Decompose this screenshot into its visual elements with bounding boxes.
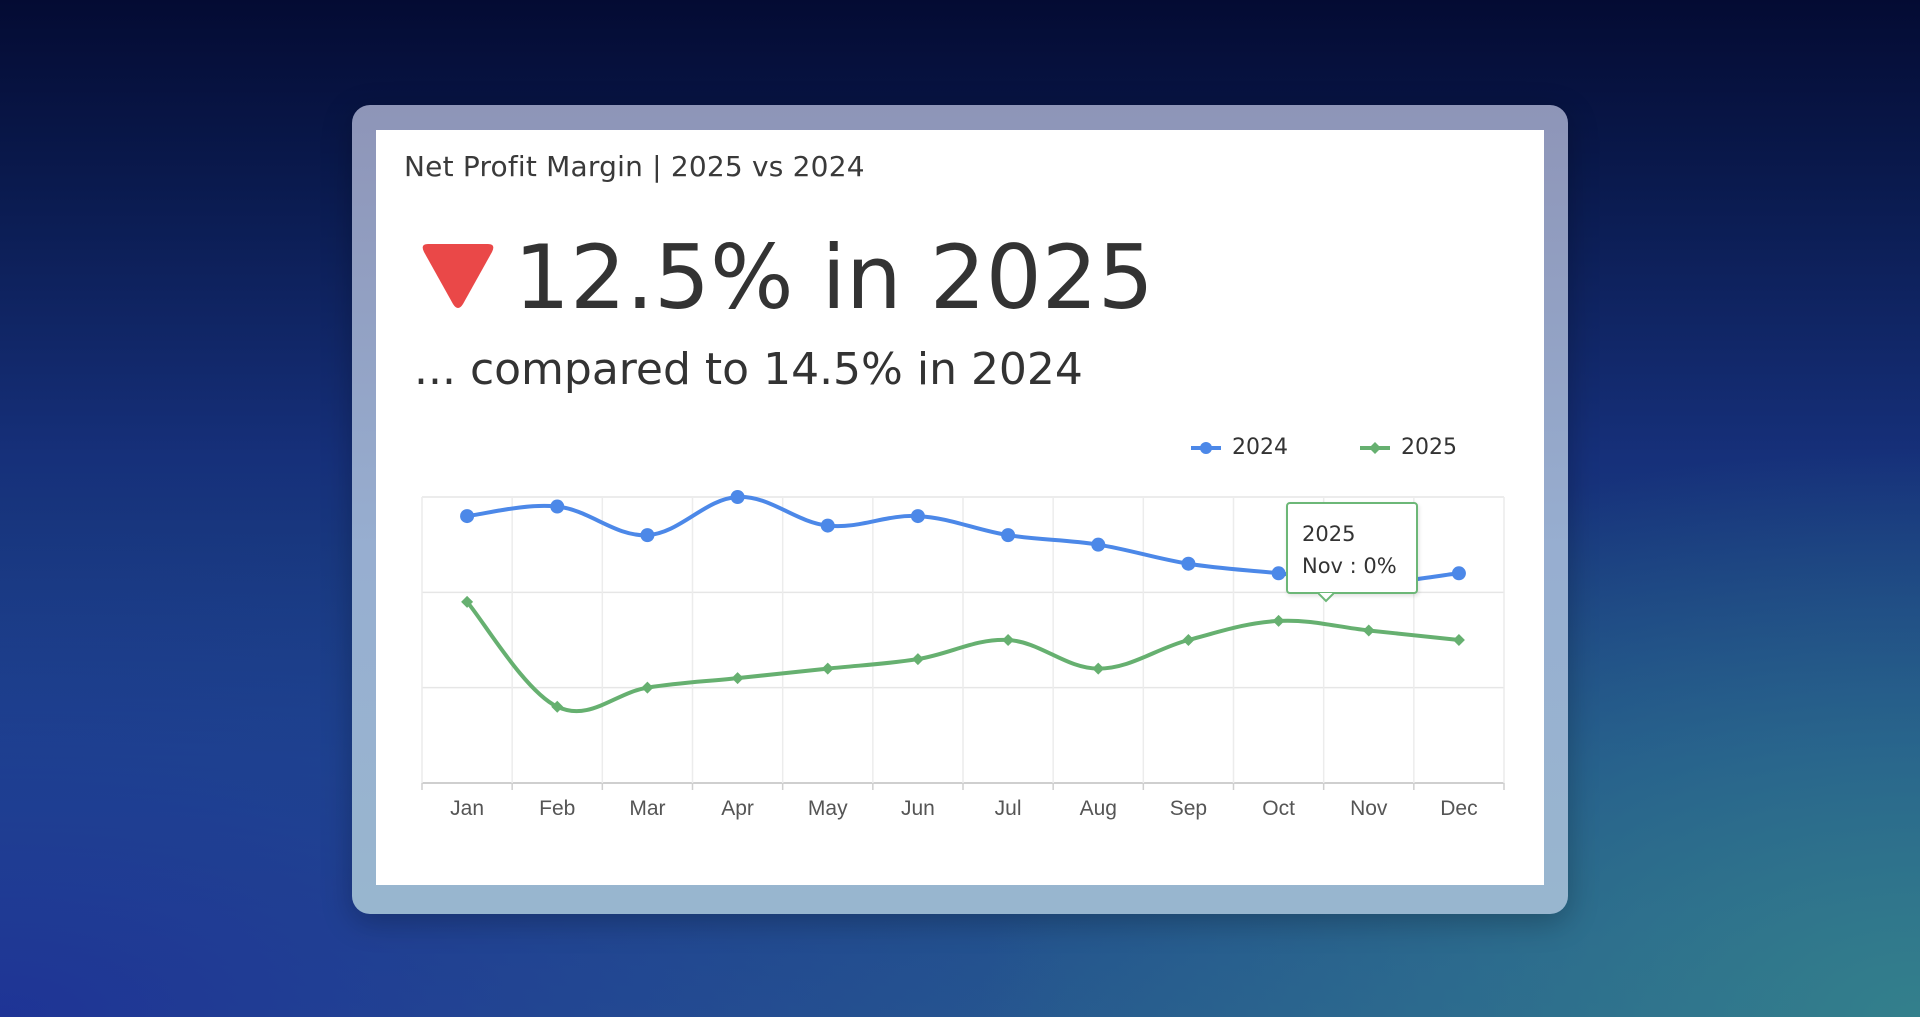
data-point-2024-mar — [640, 528, 655, 543]
data-point-2024-oct — [1271, 566, 1286, 581]
trend-down-icon — [422, 244, 494, 308]
x-tick-label: Jan — [450, 797, 484, 820]
data-point-2025-nov — [1362, 624, 1375, 637]
tooltip-value: Nov : 0% — [1302, 554, 1397, 578]
tooltip: 2025 Nov : 0% — [1286, 502, 1418, 594]
data-point-2024-jan — [460, 509, 475, 524]
data-point-2025-sep — [1182, 634, 1195, 646]
data-point-2025-aug — [1092, 662, 1105, 675]
data-point-2024-apr — [730, 490, 745, 504]
data-point-2025-jul — [1002, 634, 1015, 646]
legend-marker-2025 — [1360, 441, 1390, 454]
x-tick-label: Dec — [1440, 797, 1477, 820]
data-point-2025-oct — [1272, 614, 1285, 627]
kpi-card: Net Profit Margin | 2025 vs 2024 12.5% i… — [376, 130, 1544, 885]
x-tick-label: Jul — [995, 797, 1022, 820]
kpi-value: 12.5% in 2025 — [514, 226, 1154, 329]
data-point-2024-jun — [910, 509, 925, 524]
tooltip-tail — [1318, 592, 1334, 603]
x-tick-label: Aug — [1080, 797, 1117, 820]
data-point-2024-may — [820, 518, 835, 533]
x-tick-label: Apr — [721, 797, 754, 820]
data-point-2025-feb — [551, 700, 564, 713]
data-point-2024-aug — [1091, 537, 1106, 552]
data-point-2025-dec — [1452, 634, 1465, 646]
legend-item-2025[interactable]: 2025 — [1359, 435, 1457, 460]
card-frame: Net Profit Margin | 2025 vs 2024 12.5% i… — [352, 105, 1568, 914]
kpi-comparison: ... compared to 14.5% in 2024 — [414, 344, 1083, 395]
data-point-2025-jan — [461, 595, 474, 608]
data-point-2025-mar — [641, 681, 654, 694]
x-tick-label: Oct — [1262, 797, 1295, 820]
x-tick-label: Nov — [1350, 797, 1388, 820]
legend-label-2025: 2025 — [1401, 435, 1457, 460]
x-tick-label: Jun — [901, 797, 935, 820]
x-tick-label: Mar — [629, 797, 665, 820]
card-title: Net Profit Margin | 2025 vs 2024 — [404, 150, 865, 183]
data-point-2025-apr — [731, 672, 744, 685]
data-point-2025-may — [821, 662, 834, 675]
legend-label-2024: 2024 — [1232, 435, 1288, 460]
data-point-2025-jun — [911, 653, 924, 666]
data-point-2024-feb — [550, 499, 565, 514]
data-point-2024-dec — [1451, 566, 1466, 581]
legend-item-2024[interactable]: 2024 — [1190, 435, 1288, 460]
x-tick-label: May — [808, 797, 848, 820]
data-point-2024-sep — [1181, 556, 1196, 571]
x-tick-label: Feb — [539, 797, 575, 820]
legend-marker-2024 — [1191, 441, 1221, 454]
line-chart: Jan Feb Mar Apr May Jun Jul Aug Sep Oct Nov Dec — [421, 490, 1505, 820]
x-tick-label: Sep — [1170, 797, 1207, 820]
data-point-2024-jul — [1001, 528, 1016, 543]
tooltip-series: 2025 — [1302, 522, 1356, 546]
